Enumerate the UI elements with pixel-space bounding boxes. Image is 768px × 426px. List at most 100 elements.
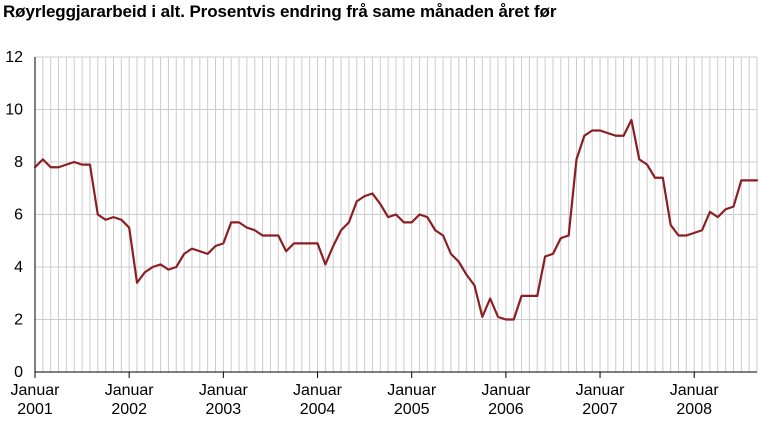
y-tick-label: 2 (14, 312, 23, 329)
data-point (717, 216, 719, 218)
data-point (167, 269, 169, 271)
x-tick-label-year: 2006 (488, 401, 524, 418)
data-point (65, 164, 67, 166)
data-point (693, 232, 695, 234)
x-tick-label-year: 2003 (206, 401, 242, 418)
tick-labels: 0 2 4 6 8 10 12 Januar 2001 Januar 2002 Januar 2003 J… (5, 49, 719, 418)
x-tick-label-month: Januar (11, 382, 61, 399)
y-tick-label: 0 (14, 364, 23, 381)
y-tick-label: 12 (5, 49, 23, 66)
x-tick-label-year: 2008 (676, 401, 712, 418)
data-point (725, 208, 727, 210)
y-tick-label: 6 (14, 207, 23, 224)
data-point (575, 158, 577, 160)
data-point (364, 195, 366, 197)
data-point (732, 206, 734, 208)
data-point (520, 295, 522, 297)
data-point (662, 177, 664, 179)
x-tick-label-month: Januar (481, 382, 531, 399)
x-tick-label-year: 2007 (582, 401, 618, 418)
data-point (450, 253, 452, 255)
data-point (112, 216, 114, 218)
series-layer (33, 118, 759, 321)
data-point (638, 158, 640, 160)
data-point (97, 213, 99, 215)
data-point (709, 211, 711, 213)
data-point (622, 135, 624, 137)
data-point (497, 316, 499, 318)
data-point (207, 253, 209, 255)
data-point (387, 216, 389, 218)
data-point (214, 245, 216, 247)
data-point (34, 166, 36, 168)
data-point (544, 255, 546, 257)
data-point (261, 234, 263, 236)
x-tick-label-month: Januar (576, 382, 626, 399)
data-point (552, 253, 554, 255)
y-tick-label: 4 (14, 259, 23, 276)
data-point (269, 234, 271, 236)
y-tick-label: 10 (5, 102, 23, 119)
data-point (442, 234, 444, 236)
data-point (230, 221, 232, 223)
data-point (591, 129, 593, 131)
axes (34, 57, 757, 378)
data-point (324, 263, 326, 265)
x-tick-label-month: Januar (293, 382, 343, 399)
data-point (426, 216, 428, 218)
x-tick-label-year: 2001 (17, 401, 53, 418)
data-point (505, 318, 507, 320)
data-point (670, 224, 672, 226)
data-point (630, 119, 632, 121)
x-tick-label-year: 2005 (394, 401, 430, 418)
data-point (513, 318, 515, 320)
data-point (81, 164, 83, 166)
data-point (756, 179, 758, 181)
data-point (560, 237, 562, 239)
data-point (191, 248, 193, 250)
data-point (473, 284, 475, 286)
data-point (418, 213, 420, 215)
chart-title: Røyrleggjararbeid i alt. Prosentvis endr… (3, 2, 557, 21)
data-point (356, 200, 358, 202)
data-point (701, 229, 703, 231)
data-point (599, 129, 601, 131)
data-point (348, 221, 350, 223)
x-tick-label-month: Januar (199, 382, 249, 399)
data-point (536, 295, 538, 297)
x-tick-label-month: Januar (387, 382, 437, 399)
data-point (73, 161, 75, 163)
data-point (57, 166, 59, 168)
data-point (458, 261, 460, 263)
data-point (301, 242, 303, 244)
data-point (615, 135, 617, 137)
data-point (42, 158, 44, 160)
data-point (466, 274, 468, 276)
data-point (654, 177, 656, 179)
data-point (105, 219, 107, 221)
data-point (222, 242, 224, 244)
data-point (646, 164, 648, 166)
data-point (175, 266, 177, 268)
data-point (677, 234, 679, 236)
x-tick-label-month: Januar (670, 382, 720, 399)
data-point (379, 203, 381, 205)
data-point (340, 229, 342, 231)
x-tick-label-year: 2004 (300, 401, 336, 418)
data-point (183, 253, 185, 255)
x-tick-label-year: 2002 (111, 401, 147, 418)
data-point (740, 179, 742, 181)
x-tick-label-month: Januar (105, 382, 155, 399)
data-point (568, 234, 570, 236)
data-point (293, 242, 295, 244)
data-point (434, 229, 436, 231)
data-point (277, 234, 279, 236)
data-point (583, 135, 585, 137)
data-point (371, 192, 373, 194)
data-point (395, 213, 397, 215)
series-line (33, 118, 759, 321)
data-point (254, 229, 256, 231)
data-point (136, 282, 138, 284)
data-point (411, 221, 413, 223)
